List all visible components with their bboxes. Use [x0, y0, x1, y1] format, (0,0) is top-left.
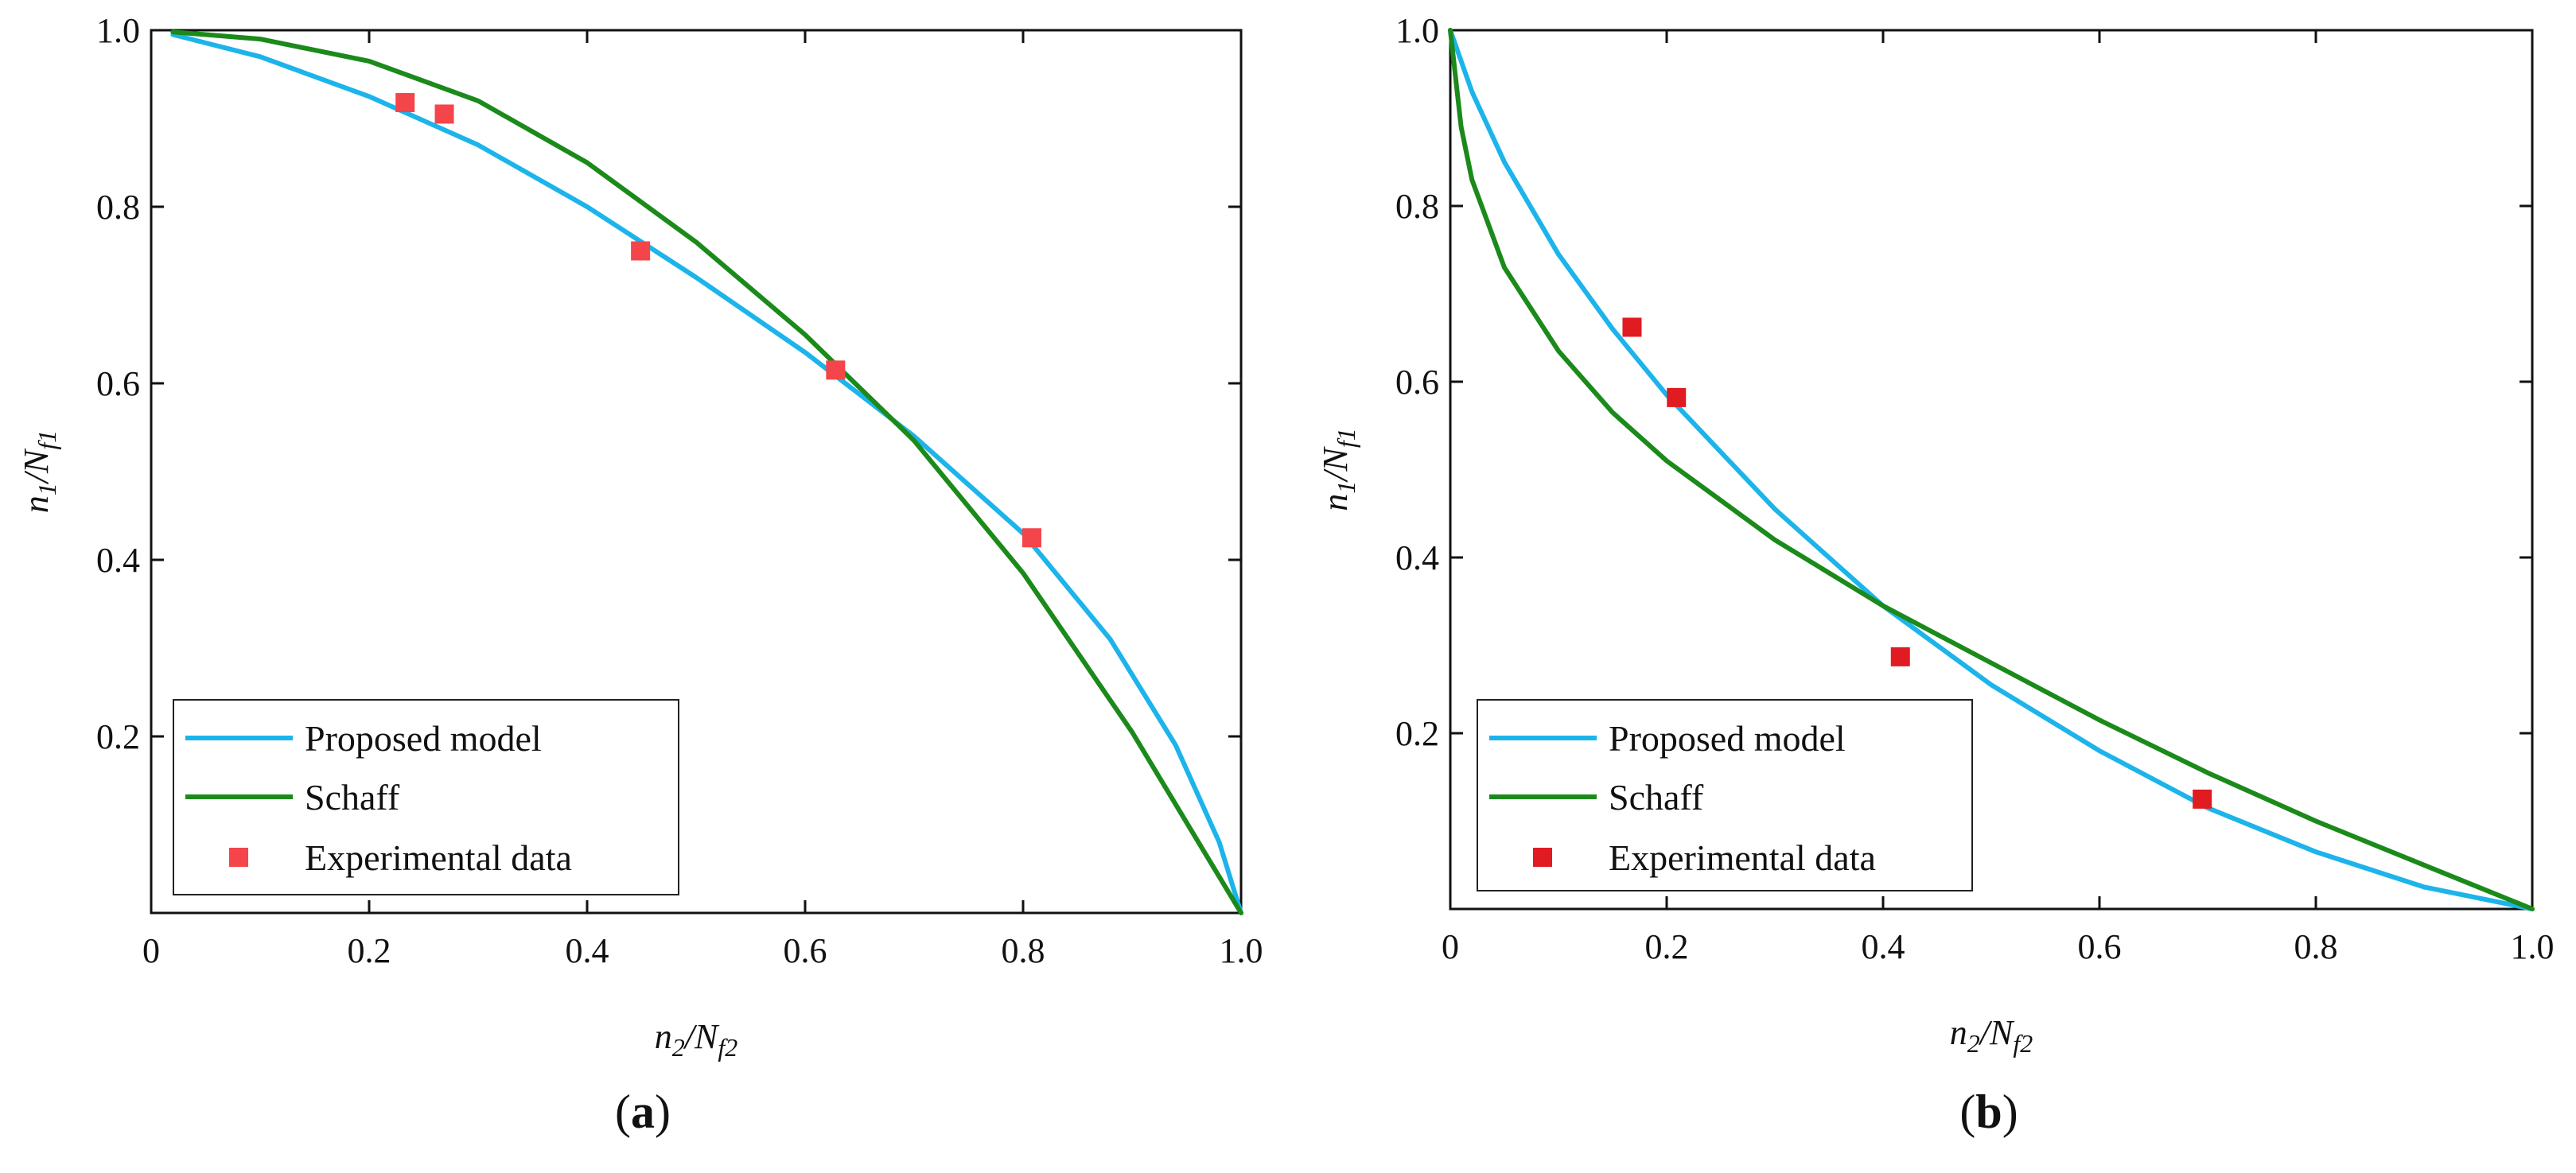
- x-tick-label: 0.6: [2078, 927, 2122, 966]
- legend-label: Experimental data: [305, 837, 572, 878]
- x-tick-label: 1.0: [1220, 931, 1263, 970]
- y-tick-label: 0.8: [1395, 187, 1439, 226]
- x-axis-label: n2/Nf2: [1950, 1013, 2033, 1058]
- data-point: [826, 360, 846, 380]
- legend-label: Schaff: [1609, 777, 1704, 818]
- data-point: [434, 104, 454, 124]
- x-tick-label: 0.8: [2294, 927, 2338, 966]
- data-point: [2193, 789, 2212, 809]
- series-line-schaff: [170, 29, 1243, 915]
- data-point: [1667, 387, 1687, 407]
- y-tick-label: 1.0: [1395, 11, 1439, 50]
- y-tick-label: 0.8: [96, 188, 140, 227]
- plot-frame: [150, 29, 1243, 915]
- x-tick-label: 0.6: [784, 931, 827, 970]
- x-tick-label: 0: [142, 931, 160, 970]
- x-tick-label: 0.4: [1862, 927, 1905, 966]
- x-tick-label: 0.2: [1645, 927, 1689, 966]
- y-tick-label: 0.6: [96, 364, 140, 403]
- y-tick-label: 0.2: [1395, 714, 1439, 753]
- x-tick-label: 0.8: [1002, 931, 1045, 970]
- data-point: [1021, 528, 1041, 548]
- y-axis-label: n1/Nf1: [17, 430, 61, 513]
- y-tick-label: 0.4: [96, 541, 140, 580]
- legend-swatch-marker: [1533, 848, 1552, 867]
- series-line-schaff: [1448, 28, 2535, 911]
- series-line-proposed-model: [1448, 28, 2535, 911]
- panel-caption: (a): [615, 1086, 671, 1138]
- x-tick-label: 0.2: [348, 931, 391, 970]
- legend-label: Proposed model: [1609, 718, 1846, 759]
- chart-panel-b: 0 0.2 0.4 0.6 0.8 1.0 0.2 0.4 0.6 0.8 1.0 n2/Nf2 n1/…: [1316, 11, 2555, 1138]
- data-point: [631, 241, 651, 261]
- y-tick-label: 1.0: [96, 11, 140, 50]
- legend-label: Experimental data: [1609, 837, 1876, 878]
- x-axis-label: n2/Nf2: [655, 1017, 737, 1062]
- x-tick-label: 0: [1442, 927, 1459, 966]
- chart-panel-a: 0 0.2 0.4 0.6 0.8 1.0 0.2 0.4 0.6 0.8 1.0 n2/Nf2 n1/…: [17, 11, 1263, 1138]
- plot-frame: [1449, 29, 2534, 911]
- data-point: [1622, 317, 1642, 337]
- legend-swatch-marker: [229, 848, 248, 867]
- x-tick-label: 0.4: [566, 931, 609, 970]
- y-tick-label: 0.6: [1395, 363, 1439, 402]
- series-line-proposed-model: [170, 32, 1243, 915]
- legend-label: Proposed model: [305, 718, 542, 759]
- panel-caption: (b): [1959, 1086, 2018, 1138]
- y-tick-label: 0.2: [96, 717, 140, 756]
- data-point: [1890, 647, 1910, 666]
- data-point: [395, 93, 415, 113]
- y-axis-label: n1/Nf1: [1316, 428, 1360, 511]
- y-tick-label: 0.4: [1395, 538, 1439, 577]
- x-tick-label: 1.0: [2511, 927, 2555, 966]
- legend-label: Schaff: [305, 777, 400, 818]
